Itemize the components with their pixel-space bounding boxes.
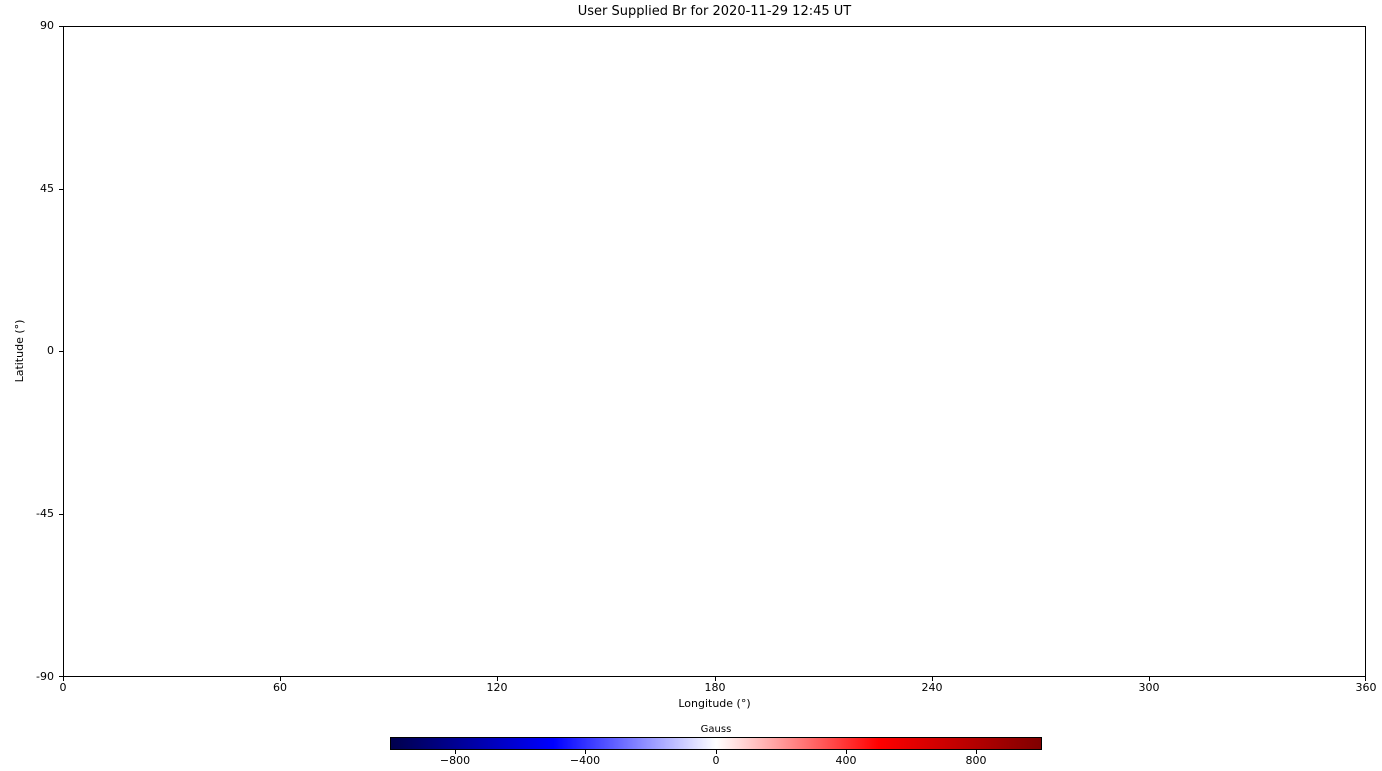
x-tick-label: 60 (273, 681, 287, 694)
colorbar-tick-mark (976, 750, 977, 754)
colorbar-tick-mark (455, 750, 456, 754)
colorbar-tick-mark (716, 750, 717, 754)
x-tick-mark (1149, 677, 1150, 681)
y-tick-label: 45 (40, 182, 54, 195)
colorbar-label: Gauss (700, 724, 732, 735)
y-tick-label: 0 (47, 344, 54, 357)
colorbar-gradient (390, 737, 1042, 750)
plot-area (63, 26, 1366, 677)
y-tick-label: -45 (36, 507, 54, 520)
x-tick-label: 300 (1138, 681, 1160, 694)
y-tick-mark (59, 676, 63, 677)
x-tick-label: 240 (921, 681, 943, 694)
colorbar-tick-label: 400 (835, 754, 857, 767)
x-tick-label: 0 (59, 681, 67, 694)
x-tick-mark (497, 677, 498, 681)
y-tick-mark (59, 351, 63, 352)
colorbar-tick-label: 0 (712, 754, 720, 767)
y-tick-mark (59, 514, 63, 515)
x-tick-mark (63, 677, 64, 681)
y-tick-label: 90 (40, 19, 54, 32)
x-tick-mark (280, 677, 281, 681)
x-tick-mark (932, 677, 933, 681)
y-tick-label: -90 (36, 670, 54, 683)
colorbar-tick-label: 800 (965, 754, 987, 767)
colorbar-tick-mark (846, 750, 847, 754)
x-tick-mark (715, 677, 716, 681)
x-tick-label: 360 (1355, 681, 1377, 694)
y-tick-mark (59, 189, 63, 190)
colorbar-tick-label: −800 (439, 754, 471, 767)
x-tick-label: 120 (486, 681, 508, 694)
colorbar-tick-label: −400 (569, 754, 601, 767)
y-tick-mark (59, 26, 63, 27)
x-tick-mark (1365, 677, 1366, 681)
x-axis-label: Longitude (°) (678, 697, 751, 710)
y-axis-label: Latitude (°) (13, 319, 26, 383)
plot-title: User Supplied Br for 2020-11-29 12:45 UT (577, 4, 852, 19)
x-tick-label: 180 (704, 681, 726, 694)
colorbar-tick-mark (585, 750, 586, 754)
